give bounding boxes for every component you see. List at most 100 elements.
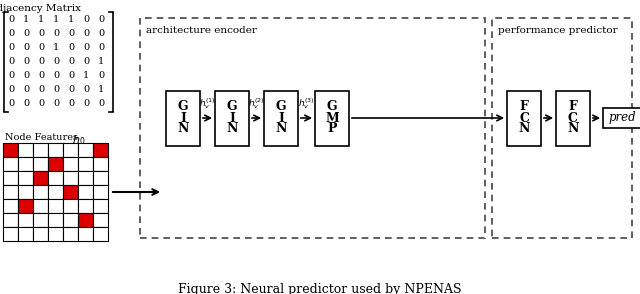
Text: 0: 0: [53, 71, 59, 81]
Text: 0: 0: [98, 29, 104, 39]
Bar: [78, 157, 93, 171]
Bar: [48, 199, 63, 213]
Text: 1: 1: [83, 71, 89, 81]
Text: Adjacency Matrix: Adjacency Matrix: [0, 4, 81, 13]
Text: N: N: [275, 123, 287, 136]
Bar: [33, 143, 48, 157]
Text: 1: 1: [68, 16, 74, 24]
Bar: [78, 227, 93, 241]
Bar: [166, 91, 200, 146]
Bar: [48, 227, 63, 241]
Bar: [48, 157, 63, 171]
Text: I: I: [229, 111, 235, 124]
Text: 0: 0: [38, 99, 44, 108]
Bar: [140, 18, 485, 238]
Bar: [78, 213, 93, 227]
Text: 1: 1: [38, 16, 44, 24]
Bar: [33, 185, 48, 199]
Text: G: G: [276, 101, 286, 113]
Text: 0: 0: [38, 44, 44, 53]
Text: 0: 0: [83, 16, 89, 24]
Text: 0: 0: [98, 44, 104, 53]
Text: 1: 1: [53, 16, 59, 24]
Bar: [33, 213, 48, 227]
Bar: [18, 227, 33, 241]
Bar: [93, 157, 108, 171]
Text: 0: 0: [8, 29, 14, 39]
Bar: [93, 199, 108, 213]
Text: performance predictor: performance predictor: [498, 26, 618, 35]
Bar: [18, 185, 33, 199]
Text: 0: 0: [53, 58, 59, 66]
Text: C: C: [568, 111, 578, 124]
Text: 0: 0: [68, 44, 74, 53]
Text: 0: 0: [68, 29, 74, 39]
Text: 0: 0: [23, 29, 29, 39]
Text: G: G: [178, 101, 188, 113]
Bar: [63, 213, 78, 227]
Text: 0: 0: [53, 29, 59, 39]
Text: 0: 0: [38, 86, 44, 94]
Bar: [264, 91, 298, 146]
Bar: [93, 213, 108, 227]
Bar: [63, 171, 78, 185]
Text: I: I: [278, 111, 284, 124]
Text: I: I: [180, 111, 186, 124]
Text: 0: 0: [68, 86, 74, 94]
Text: 1: 1: [98, 86, 104, 94]
Bar: [78, 185, 93, 199]
Text: $h_v^{(3)}$: $h_v^{(3)}$: [298, 96, 315, 111]
Text: 0: 0: [83, 58, 89, 66]
Bar: [18, 213, 33, 227]
Text: 0: 0: [23, 99, 29, 108]
Text: 0: 0: [83, 44, 89, 53]
Text: 0: 0: [8, 71, 14, 81]
Text: 0: 0: [23, 58, 29, 66]
Text: 1: 1: [23, 16, 29, 24]
Bar: [63, 143, 78, 157]
Bar: [63, 185, 78, 199]
Text: F: F: [520, 101, 529, 113]
Bar: [18, 199, 33, 213]
Text: 0: 0: [8, 58, 14, 66]
Bar: [93, 185, 108, 199]
Text: 0: 0: [98, 71, 104, 81]
Bar: [93, 143, 108, 157]
Text: 0: 0: [68, 58, 74, 66]
Bar: [78, 143, 93, 157]
Bar: [556, 91, 590, 146]
Bar: [3, 157, 18, 171]
Text: $h_v^{(2)}$: $h_v^{(2)}$: [248, 96, 265, 111]
Text: 0: 0: [98, 16, 104, 24]
Bar: [93, 227, 108, 241]
Bar: [3, 199, 18, 213]
Bar: [63, 227, 78, 241]
Bar: [3, 213, 18, 227]
Text: 0: 0: [68, 99, 74, 108]
Text: 0: 0: [38, 58, 44, 66]
Text: M: M: [325, 111, 339, 124]
Text: 0: 0: [23, 71, 29, 81]
Text: 0: 0: [8, 86, 14, 94]
Bar: [33, 227, 48, 241]
Text: 0: 0: [8, 99, 14, 108]
Text: F: F: [568, 101, 577, 113]
Text: G: G: [326, 101, 337, 113]
Text: architecture encoder: architecture encoder: [146, 26, 257, 35]
Text: N: N: [227, 123, 237, 136]
Bar: [315, 91, 349, 146]
Bar: [33, 157, 48, 171]
Bar: [215, 91, 249, 146]
Bar: [48, 185, 63, 199]
Text: Figure 3: Neural predictor used by NPENAS: Figure 3: Neural predictor used by NPENA…: [179, 283, 461, 294]
Text: 0: 0: [68, 71, 74, 81]
Text: G: G: [227, 101, 237, 113]
Bar: [18, 143, 33, 157]
Bar: [603, 108, 640, 128]
Bar: [63, 199, 78, 213]
Text: 0: 0: [53, 86, 59, 94]
Text: 1: 1: [53, 44, 59, 53]
Text: 0: 0: [8, 16, 14, 24]
Text: 0: 0: [83, 86, 89, 94]
Bar: [3, 171, 18, 185]
